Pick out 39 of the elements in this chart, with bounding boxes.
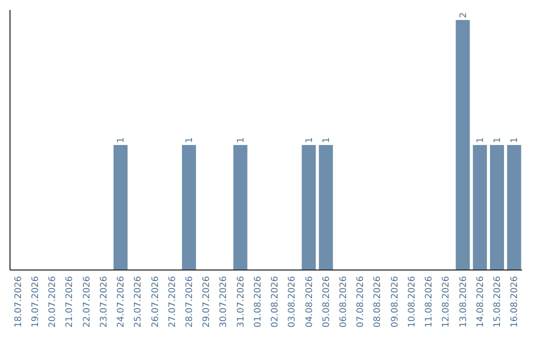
x-tick-label: 26.07.2026 xyxy=(150,276,161,328)
data-label: 2 xyxy=(458,12,469,18)
x-tick-label: 24.07.2026 xyxy=(116,276,127,328)
x-tick-label: 19.07.2026 xyxy=(30,276,41,328)
x-tick-label: 18.07.2026 xyxy=(14,276,24,328)
data-label: 1 xyxy=(304,137,315,143)
x-tick-label: 30.07.2026 xyxy=(219,276,230,328)
x-tick-label: 25.07.2026 xyxy=(134,276,144,328)
x-tick-label: 23.07.2026 xyxy=(99,276,110,328)
data-label: 1 xyxy=(184,137,195,143)
x-tick-label: 02.08.2026 xyxy=(270,276,281,328)
x-tick-label: 15.08.2026 xyxy=(493,276,504,328)
x-tick-label: 14.08.2026 xyxy=(476,276,486,328)
x-tick-label: 20.07.2026 xyxy=(48,276,58,328)
x-tick-label: 22.07.2026 xyxy=(82,276,92,328)
data-label: 1 xyxy=(493,137,504,143)
x-tick-label: 03.08.2026 xyxy=(288,276,298,328)
x-tick-label: 07.08.2026 xyxy=(356,276,366,328)
x-tick-label: 21.07.2026 xyxy=(65,276,76,328)
x-tick-label: 27.07.2026 xyxy=(168,276,178,328)
x-tick-label: 28.07.2026 xyxy=(184,276,195,328)
x-tick-label: 13.08.2026 xyxy=(458,276,469,328)
x-tick-label: 08.08.2026 xyxy=(373,276,384,328)
x-tick-label: 11.08.2026 xyxy=(424,276,435,328)
x-tick-label: 06.08.2026 xyxy=(339,276,350,328)
data-label: 1 xyxy=(510,137,520,143)
x-tick-label: 12.08.2026 xyxy=(442,276,452,328)
x-tick-label: 01.08.2026 xyxy=(253,276,264,328)
x-tick-label: 10.08.2026 xyxy=(407,276,418,328)
x-tick-label: 05.08.2026 xyxy=(322,276,332,328)
x-tick-label: 16.08.2026 xyxy=(510,276,520,328)
data-label: 1 xyxy=(236,137,246,143)
data-label: 1 xyxy=(322,137,332,143)
x-tick-label: 09.08.2026 xyxy=(390,276,400,328)
x-tick-label: 04.08.2026 xyxy=(304,276,315,328)
x-tick-label: 31.07.2026 xyxy=(236,276,246,328)
data-label: 1 xyxy=(116,137,127,143)
data-label: 1 xyxy=(476,137,486,143)
x-tick-label: 29.07.2026 xyxy=(202,276,212,328)
